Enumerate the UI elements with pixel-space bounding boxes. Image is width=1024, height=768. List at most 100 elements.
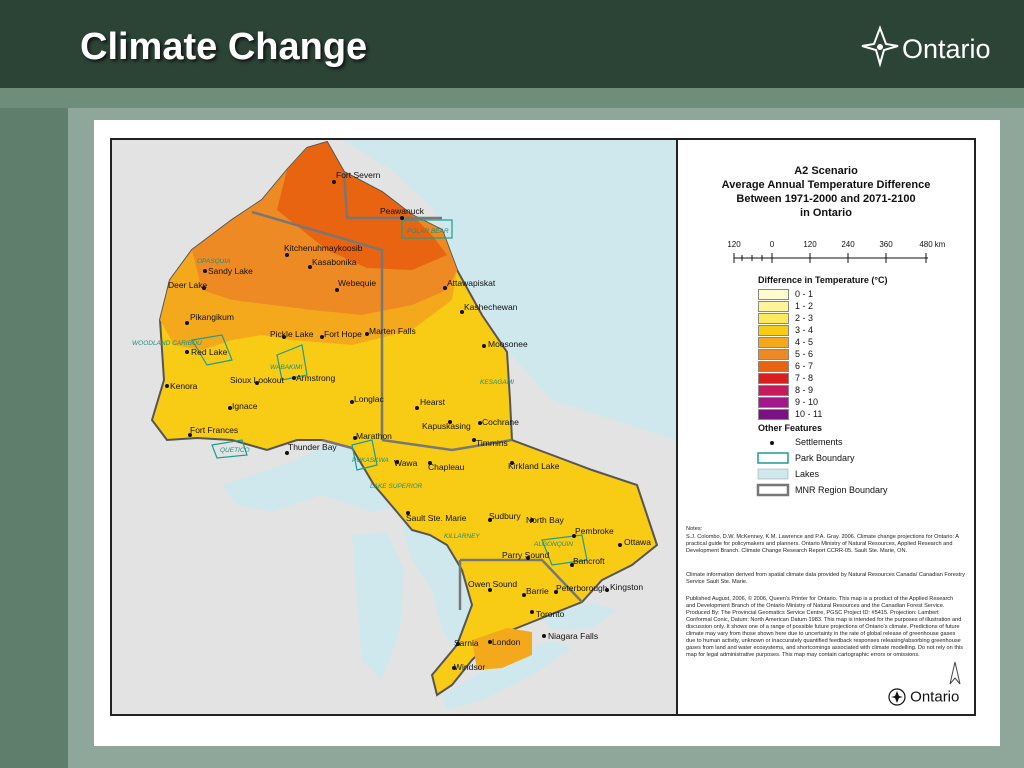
park-label: LAKE SUPERIOR [370, 483, 423, 490]
map-title-line: Between 1971-2000 and 2071-2100 [736, 193, 916, 205]
city-label: Marathon [356, 431, 392, 441]
city-label: Sioux Lookout [230, 375, 285, 385]
map-title: A2 Scenario Average Annual Temperature D… [678, 164, 974, 220]
legend-label: 3 - 4 [795, 325, 814, 335]
city-label: Parry Sound [502, 550, 550, 560]
feature-label: Lakes [795, 469, 820, 479]
lake-swatch [757, 468, 789, 480]
city-label: North Bay [526, 515, 565, 525]
park-label: PUKASKWA [352, 457, 389, 464]
park-label: OPASQUIA [197, 258, 230, 265]
city-label: Peawanuck [380, 206, 425, 216]
park-label: KESAGAMI [480, 379, 514, 386]
city-label: Chapleau [428, 462, 465, 472]
city-label: Ottawa [624, 537, 651, 547]
legend-swatch [758, 313, 789, 324]
logo-text: Ontario [902, 34, 991, 64]
city-label: Red Lake [191, 347, 228, 357]
slide-header [0, 0, 1024, 88]
legend-swatch [758, 289, 789, 300]
city-label: London [492, 637, 521, 647]
city-label: Kitchenuhmaykoosib [284, 243, 363, 253]
ontario-map: Fort Severn Peawanuck Kitchenuhmaykoosib… [112, 140, 676, 714]
header-strip [0, 88, 1024, 108]
city-label: Peterborough [556, 583, 608, 593]
city-label: Sandy Lake [208, 266, 253, 276]
legend-swatch [758, 325, 789, 336]
park-label: POLAR BEAR [407, 228, 449, 235]
map-title-line: A2 Scenario [794, 165, 858, 177]
city-label: Kingston [610, 582, 643, 592]
city-label: Fort Severn [336, 170, 381, 180]
park-label: WABAKIMI [270, 364, 303, 371]
legend-label: 8 - 9 [795, 385, 814, 395]
city-label: Marten Falls [369, 326, 416, 336]
city-label: Niagara Falls [548, 631, 598, 641]
city-label: Sault Ste. Marie [406, 513, 467, 523]
city-label: Kapuskasing [422, 421, 471, 431]
city-label: Sarnia [454, 638, 479, 648]
legend-swatch [758, 373, 789, 384]
ontario-logo: Ontario [858, 24, 1008, 74]
scale-bar-graphic [733, 253, 928, 263]
legend-swatch [758, 337, 789, 348]
lake-ontario [542, 602, 617, 630]
city-label: Kenora [170, 381, 198, 391]
scale-bar: 120 0 120 240 360 480 km [727, 240, 952, 270]
trillium-icon [888, 688, 906, 706]
city-label: Pikangikum [190, 312, 234, 322]
scale-tick: 0 [769, 240, 775, 249]
feature-label: Park Boundary [795, 453, 855, 463]
city-label: Armstrong [296, 373, 335, 383]
mnr-region-boundaries [251, 171, 583, 610]
zone-south-4-5 [472, 628, 532, 670]
city-label: Pickle Lake [270, 329, 314, 339]
legend-swatch [758, 385, 789, 396]
city-label: Barrie [526, 586, 549, 596]
city-label: Windsor [454, 662, 485, 672]
settlements: Fort Severn Peawanuck Kitchenuhmaykoosib… [165, 170, 651, 672]
trillium-icon [861, 25, 899, 68]
legend-swatch [758, 397, 789, 408]
scale-unit: km [934, 240, 946, 249]
city-label: Deer Lake [168, 280, 207, 290]
other-features-symbols [756, 441, 790, 497]
legend-label: 9 - 10 [795, 397, 819, 407]
legend-label: 1 - 2 [795, 301, 814, 311]
feature-label: Settlements [795, 437, 843, 447]
notes-disclaimer: Published August, 2006, © 2006, Queen's … [686, 596, 964, 658]
park-boundary-swatch [757, 452, 789, 464]
legend-heading: Difference in Temperature (°C) [758, 275, 888, 285]
park-label: ALGONQUIN [533, 541, 573, 548]
city-label: Hearst [420, 397, 446, 407]
city-label: Longlac [354, 394, 385, 404]
city-label: Cochrane [482, 417, 519, 427]
map-title-line: in Ontario [800, 207, 852, 219]
park-labels: POLAR BEAR OPASQUIA WOODLAND CARIBOU WAB… [132, 228, 573, 548]
legend-label: 7 - 8 [795, 373, 814, 383]
legend-label: 2 - 3 [795, 313, 814, 323]
other-features-heading: Other Features [758, 423, 823, 433]
park-boundaries [191, 219, 588, 566]
legend-label: 5 - 6 [795, 349, 814, 359]
notes-heading: Notes: [686, 526, 703, 532]
city-label: Webequie [338, 278, 376, 288]
map-legend-panel: A2 Scenario Average Annual Temperature D… [678, 140, 974, 714]
feature-label: MNR Region Boundary [795, 485, 888, 495]
lake-erie [442, 640, 572, 710]
left-background-band [0, 0, 68, 768]
city-label: Pembroke [575, 526, 614, 536]
map-logo-text: Ontario [910, 688, 960, 706]
map-title-line: Average Annual Temperature Difference [721, 179, 931, 191]
park-label: QUETICO [220, 447, 250, 454]
lake-michigan [352, 532, 404, 680]
city-label: Moosonee [488, 339, 528, 349]
map-svg: Fort Severn Peawanuck Kitchenuhmaykoosib… [132, 140, 676, 710]
scale-tick: 240 [841, 240, 855, 249]
legend-swatch [758, 301, 789, 312]
slide-title: Climate Change [80, 26, 368, 68]
map-legend-divider [676, 140, 678, 714]
city-label: Toronto [536, 609, 565, 619]
city-label: Fort Hope [324, 329, 362, 339]
city-label: Bancroft [573, 556, 605, 566]
